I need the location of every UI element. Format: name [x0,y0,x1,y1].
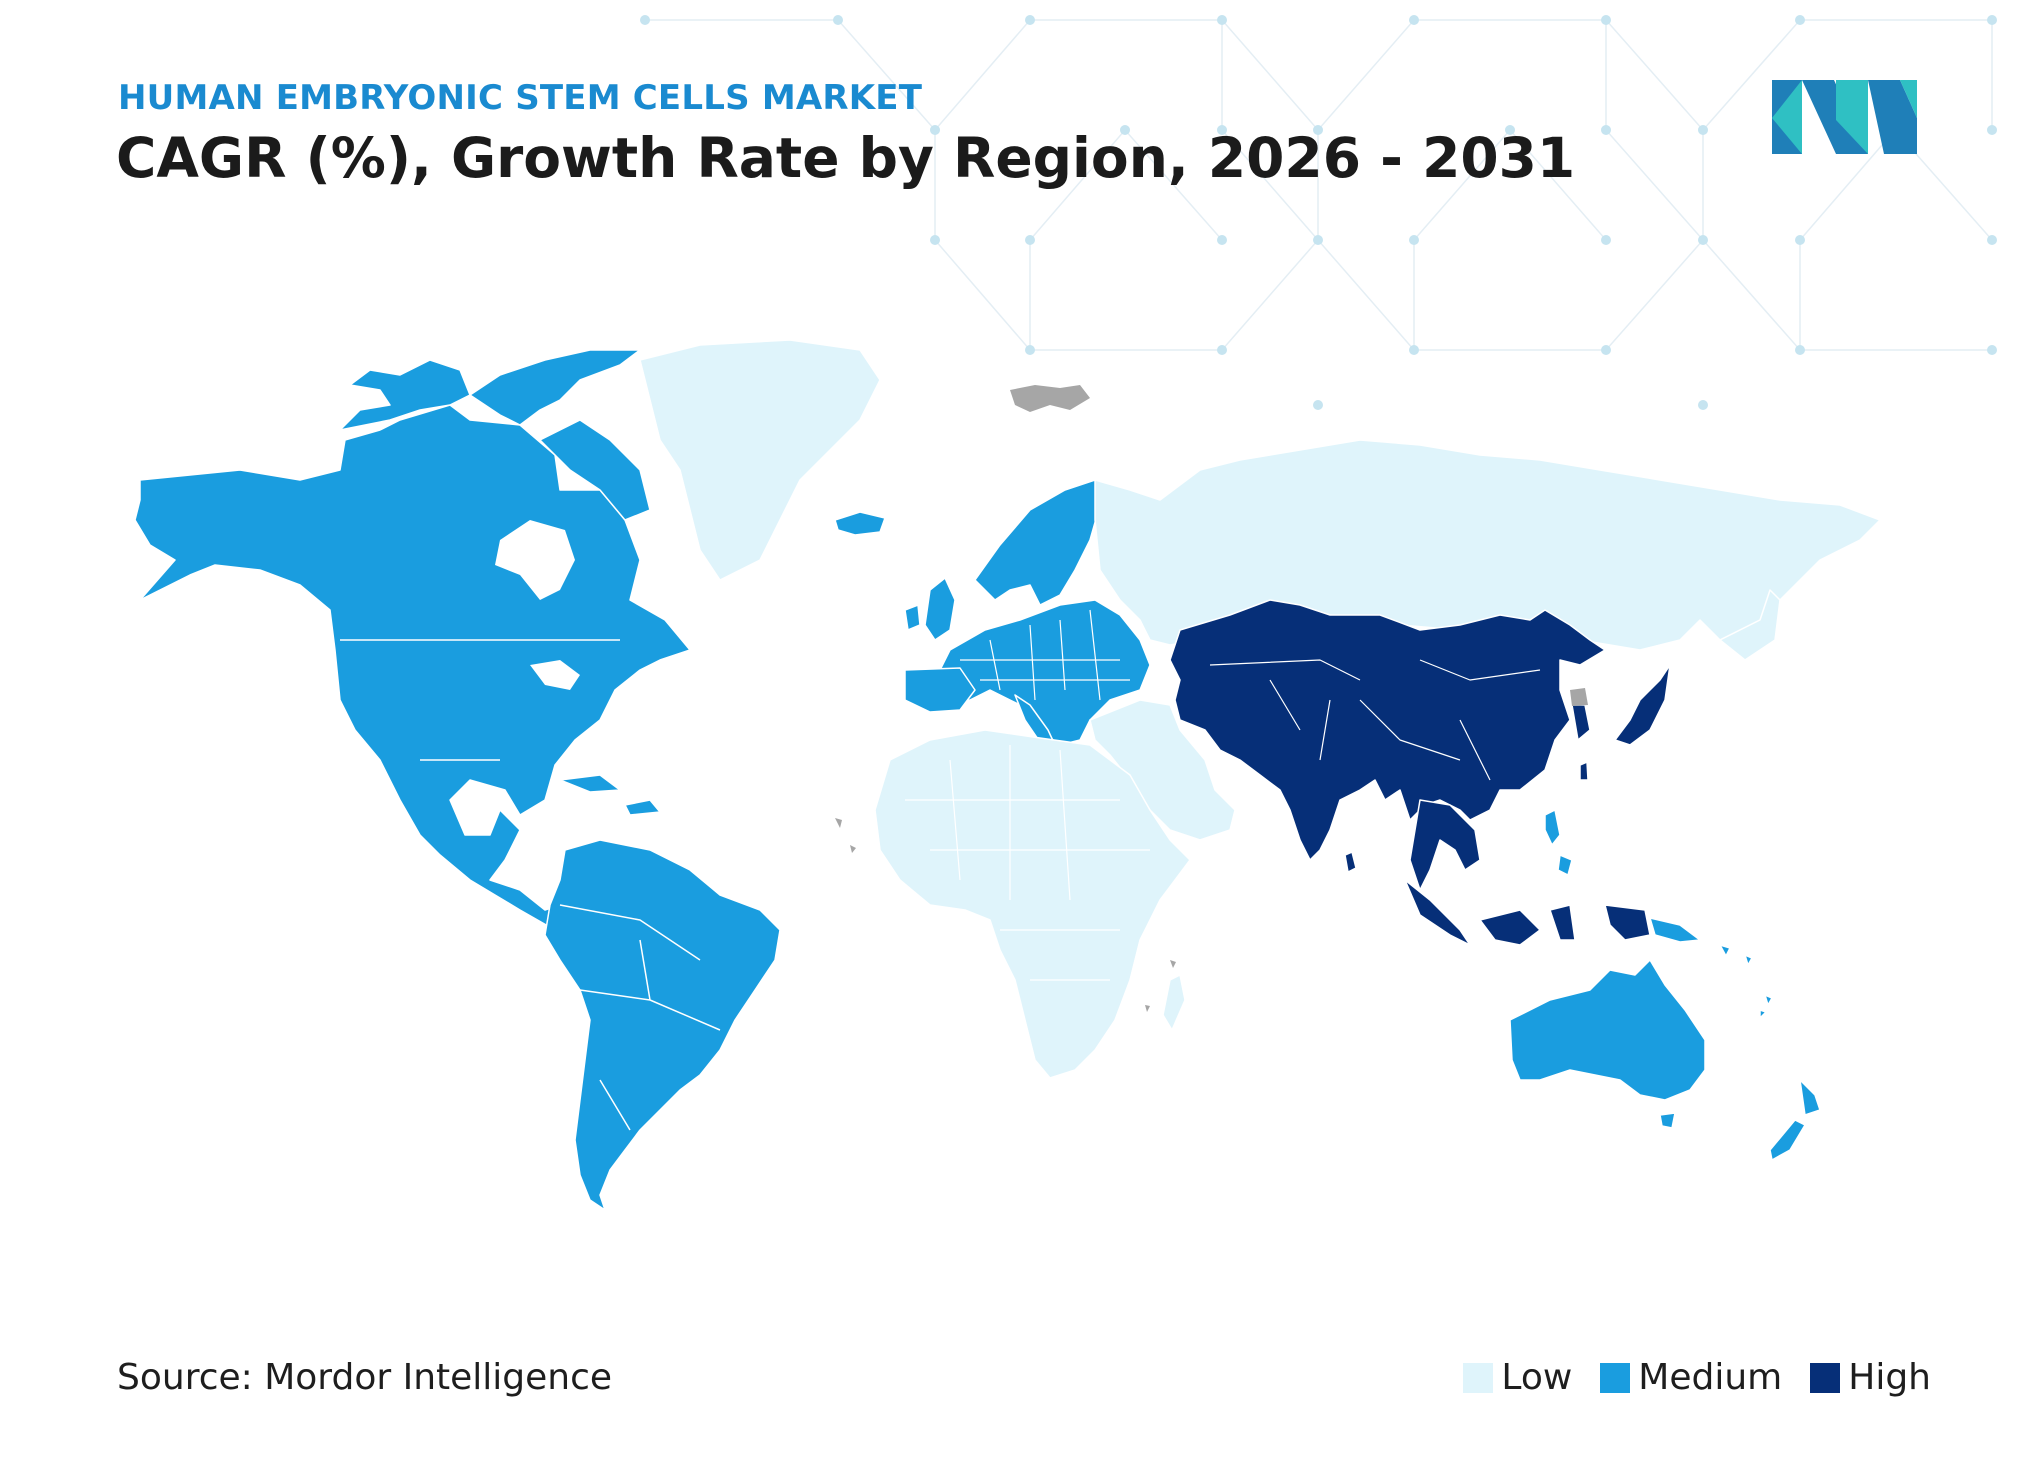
region-kamchatka [1719,589,1781,661]
region-svalbard-no-data [1010,385,1090,412]
legend-item-high: High [1810,1357,1931,1398]
legend-swatch-high [1810,1362,1841,1393]
region-greenland [639,339,881,581]
region-pacific-islands [1719,944,1773,1019]
region-new-zealand [1769,1079,1821,1161]
region-tasmania [1659,1112,1676,1129]
region-canada-arctic [339,359,471,431]
region-north-korea-no-data [1570,688,1588,706]
world-map [134,339,1881,1211]
region-papua-new-guinea [1649,917,1701,943]
source-note: Source: Mordor Intelligence [117,1357,613,1398]
map-legend: Low Medium High [1463,1357,1931,1398]
legend-swatch-low [1463,1362,1494,1393]
region-africa [874,729,1191,1079]
region-middle-east [1089,699,1236,841]
region-canada-ellesmere [469,349,641,426]
region-iberia [904,667,976,713]
region-baffin-island [539,419,651,521]
region-philippines [1544,809,1573,876]
mordor-intelligence-logo-icon [1772,80,1917,154]
legend-label-medium: Medium [1638,1357,1783,1398]
region-indonesia [1404,879,1651,946]
legend-label-high: High [1848,1357,1931,1398]
region-madagascar [1162,974,1186,1031]
region-korea [1571,704,1591,741]
region-caribbean [559,774,661,816]
chart-subtitle: HUMAN EMBRYONIC STEM CELLS MARKET [118,78,923,118]
region-scandinavia [974,479,1101,606]
legend-item-low: Low [1463,1357,1572,1398]
region-south-america [544,839,781,1211]
region-taiwan [1579,761,1589,781]
legend-swatch-medium [1600,1362,1631,1393]
region-iceland [834,511,886,536]
chart-title: CAGR (%), Growth Rate by Region, 2026 - … [116,126,1576,190]
region-asia-pacific [1169,599,1606,861]
legend-item-medium: Medium [1600,1357,1782,1398]
region-indochina [1409,799,1481,891]
region-australia [1509,959,1706,1101]
region-sri-lanka [1344,851,1357,873]
region-japan [1614,664,1671,746]
region-uk-ireland [904,577,956,641]
legend-label-low: Low [1501,1357,1573,1398]
